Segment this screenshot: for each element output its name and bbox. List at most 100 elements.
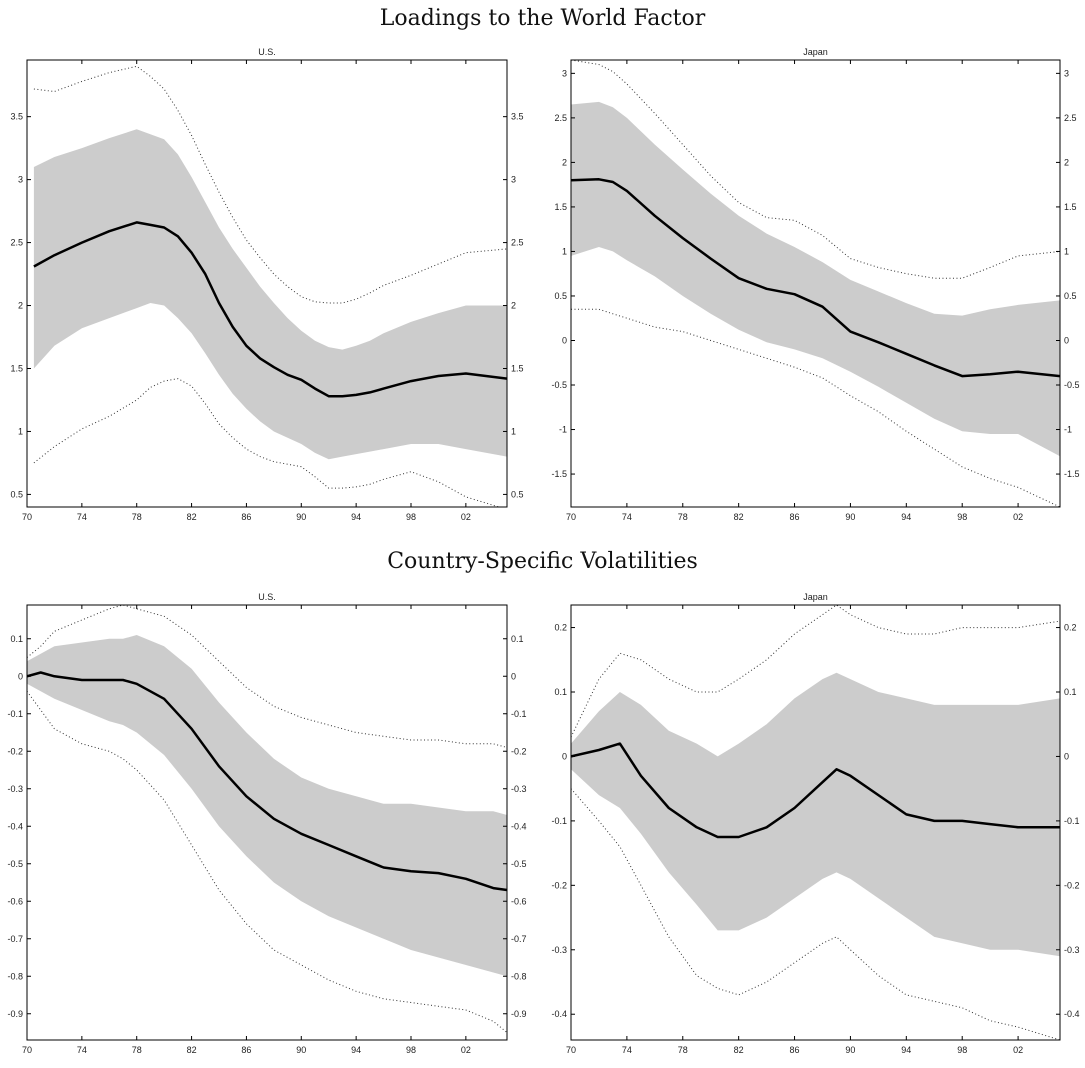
x-tick-label: 98 [957, 512, 967, 522]
y-tick-label: 0 [562, 335, 567, 345]
top-section-title: Loadings to the World Factor [379, 6, 706, 31]
credible-band [571, 101, 1060, 457]
x-tick-label: 82 [734, 512, 744, 522]
y-tick-label-right: -0.4 [511, 821, 527, 831]
y-tick-label-right: -0.5 [511, 859, 527, 869]
credible-band [33, 129, 507, 460]
outer-upper-dotted-line [27, 605, 507, 748]
x-tick-label: 98 [957, 1045, 967, 1055]
x-tick-label: 70 [22, 512, 32, 522]
y-tick-label-right: 0 [1064, 751, 1069, 761]
y-tick-label: -0.2 [551, 880, 567, 890]
y-tick-label-right: 1 [511, 426, 516, 436]
x-tick-label: 74 [77, 512, 87, 522]
y-tick-label-right: -0.7 [511, 934, 527, 944]
y-tick-label: 0 [18, 671, 23, 681]
y-tick-label: 0.5 [10, 489, 23, 499]
x-tick-label: 82 [187, 1045, 197, 1055]
y-tick-label-right: 0.5 [511, 489, 524, 499]
y-tick-label-right: 3.5 [511, 112, 524, 122]
outer-lower-dotted-line [27, 691, 507, 1033]
plot-frame [26, 59, 508, 508]
y-tick-label-right: 3 [511, 175, 516, 185]
y-tick-label: 0 [562, 751, 567, 761]
plot-frame [570, 59, 1061, 508]
median-line [571, 178, 1060, 378]
y-tick-label: 1 [18, 426, 23, 436]
y-tick-label-right: 0.1 [511, 634, 524, 644]
y-tick-label-right: -0.1 [511, 709, 527, 719]
x-tick-label: 70 [566, 1045, 576, 1055]
x-tick-label: 74 [622, 512, 632, 522]
y-tick-label: 2.5 [554, 113, 567, 123]
x-tick-label: 70 [566, 512, 576, 522]
y-tick-label: -0.4 [7, 821, 23, 831]
x-tick-label: 86 [241, 1045, 251, 1055]
y-tick-label: 3 [562, 68, 567, 78]
y-tick-label-right: 0 [1064, 335, 1069, 345]
chart-panel-3: U.S. 70 74 78 82 86 90 94 98 02 -0.9 -0.9 -0.8 -0.8 -0… [7, 592, 526, 1055]
x-tick-label: 78 [132, 1045, 142, 1055]
y-tick-label: 1 [562, 246, 567, 256]
x-tick-label: 02 [461, 512, 471, 522]
y-tick-label: 3 [18, 175, 23, 185]
x-tick-label: 78 [678, 512, 688, 522]
y-tick-label: -0.9 [7, 1009, 23, 1019]
bottom-section-title: Country-Specific Volatilities [387, 549, 698, 574]
y-tick-label: 3.5 [10, 112, 23, 122]
y-tick-label: -0.1 [551, 816, 567, 826]
x-tick-label: 70 [22, 1045, 32, 1055]
x-tick-label: 90 [296, 512, 306, 522]
credible-band [27, 635, 507, 977]
x-tick-label: 82 [187, 512, 197, 522]
x-tick-label: 78 [132, 512, 142, 522]
x-tick-label: 86 [790, 1045, 800, 1055]
y-tick-label: 0.5 [554, 291, 567, 301]
x-tick-label: 94 [351, 1045, 361, 1055]
y-tick-label: 2.5 [10, 238, 23, 248]
y-tick-label-right: 3 [1064, 68, 1069, 78]
y-tick-label-right: -0.2 [1064, 880, 1080, 890]
y-tick-label: 1.5 [554, 202, 567, 212]
x-tick-label: 90 [845, 1045, 855, 1055]
x-tick-label: 78 [678, 1045, 688, 1055]
y-tick-label: -0.3 [7, 784, 23, 794]
y-tick-label: 0.2 [554, 623, 567, 633]
y-tick-label-right: -0.8 [511, 971, 527, 981]
y-tick-label-right: 1 [1064, 246, 1069, 256]
chart-panel-1: U.S. 70 74 78 82 86 90 94 98 02 0.5 0.5 1 1 1.5 1.5 2 2 2.… [10, 47, 523, 522]
x-tick-label: 94 [901, 1045, 911, 1055]
y-tick-label: -0.3 [551, 945, 567, 955]
x-tick-label: 90 [296, 1045, 306, 1055]
y-tick-label-right: -0.2 [511, 746, 527, 756]
outer-lower-dotted-line [571, 788, 1060, 1040]
x-tick-label: 86 [790, 512, 800, 522]
plot-frame [570, 604, 1061, 1041]
y-tick-label: -0.8 [7, 971, 23, 981]
y-tick-label-right: 2 [511, 301, 516, 311]
y-tick-label-right: 2.5 [511, 238, 524, 248]
x-tick-label: 74 [77, 1045, 87, 1055]
median-line [33, 221, 507, 398]
x-tick-label: 98 [406, 1045, 416, 1055]
y-tick-label-right: 0 [511, 671, 516, 681]
y-tick-label-right: 2.5 [1064, 113, 1077, 123]
panel-title: U.S. [258, 47, 276, 57]
median-line [571, 742, 1060, 839]
panel-title: Japan [803, 592, 828, 602]
y-tick-label-right: 0.1 [1064, 687, 1077, 697]
y-tick-label-right: -0.4 [1064, 1009, 1080, 1019]
panel-title: U.S. [258, 592, 276, 602]
y-tick-label-right: 1.5 [511, 363, 524, 373]
x-tick-label: 94 [901, 512, 911, 522]
x-tick-label: 02 [1013, 1045, 1023, 1055]
y-tick-label: 0.1 [554, 687, 567, 697]
y-tick-label-right: -0.6 [511, 896, 527, 906]
y-tick-label: -1.5 [551, 469, 567, 479]
chart-panel-4: Japan 70 74 78 82 86 90 94 98 02 -0.4 -0.4 -0.3 -0.3 -… [551, 592, 1079, 1055]
y-tick-label: -0.7 [7, 934, 23, 944]
x-tick-label: 02 [461, 1045, 471, 1055]
outer-lower-dotted-line [571, 308, 1060, 507]
x-tick-label: 94 [351, 512, 361, 522]
y-tick-label-right: -1.5 [1064, 469, 1080, 479]
